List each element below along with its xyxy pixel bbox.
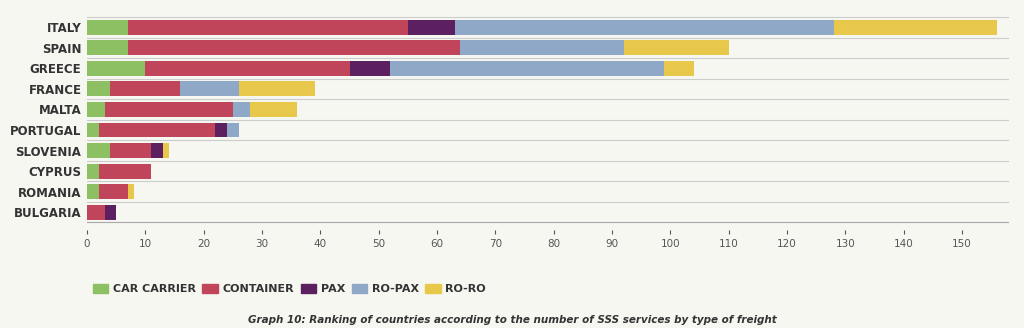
- Bar: [152, 143, 163, 158]
- Bar: [87, 20, 128, 35]
- Bar: [87, 205, 104, 220]
- Bar: [239, 81, 314, 96]
- Legend: CAR CARRIER, CONTAINER, PAX, RO-PAX, RO-RO: CAR CARRIER, CONTAINER, PAX, RO-PAX, RO-…: [92, 283, 486, 294]
- Bar: [87, 143, 111, 158]
- Bar: [87, 164, 98, 178]
- Bar: [104, 102, 232, 117]
- Bar: [98, 123, 215, 137]
- Bar: [163, 143, 169, 158]
- Bar: [215, 123, 227, 137]
- Bar: [455, 20, 834, 35]
- Bar: [665, 61, 693, 76]
- Bar: [128, 20, 408, 35]
- Bar: [111, 81, 180, 96]
- Bar: [98, 184, 128, 199]
- Bar: [624, 40, 729, 55]
- Bar: [390, 61, 665, 76]
- Bar: [145, 61, 349, 76]
- Bar: [250, 102, 297, 117]
- Bar: [128, 40, 461, 55]
- Bar: [87, 81, 111, 96]
- Bar: [87, 40, 128, 55]
- Bar: [180, 81, 239, 96]
- Bar: [349, 61, 390, 76]
- Bar: [408, 20, 455, 35]
- Bar: [87, 123, 98, 137]
- Text: Graph 10: Ranking of countries according to the number of SSS services by type o: Graph 10: Ranking of countries according…: [248, 315, 776, 325]
- Bar: [87, 102, 104, 117]
- Bar: [87, 61, 145, 76]
- Bar: [87, 184, 98, 199]
- Bar: [128, 184, 134, 199]
- Bar: [111, 143, 152, 158]
- Bar: [232, 102, 250, 117]
- Bar: [227, 123, 239, 137]
- Bar: [834, 20, 997, 35]
- Bar: [98, 164, 152, 178]
- Bar: [461, 40, 624, 55]
- Bar: [104, 205, 116, 220]
